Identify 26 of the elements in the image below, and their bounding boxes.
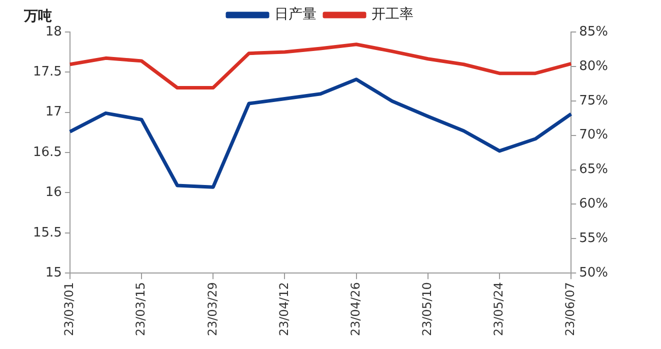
legend-label: 开工率 [372,6,414,23]
y2-tick-label: 55% [579,231,608,246]
x-tick-label: 23/05/10 [420,282,434,336]
y-tick-label: 18 [45,24,62,40]
y2-tick-label: 65% [579,162,608,178]
x-tick-label: 23/04/26 [348,282,362,336]
y2-tick-label: 85% [579,24,608,40]
x-tick-label: 23/03/01 [62,282,76,336]
y2-tick-label: 70% [579,128,608,143]
y2-tick-label: 50% [579,265,608,280]
y-tick-label: 17.5 [32,64,62,80]
legend-label: 日产量 [274,6,316,23]
x-tick-label: 23/03/29 [205,282,220,336]
y2-tick-label: 75% [579,93,608,108]
y2-tick-label: 80% [579,58,608,74]
y-tick-label: 17 [45,104,62,120]
y-tick-label: 15.5 [32,225,62,240]
y-tick-label: 16.5 [32,144,62,160]
y-tick-label: 16 [45,185,62,200]
x-tick-label: 23/03/15 [134,282,148,336]
y-tick-label: 15 [45,265,62,280]
x-tick-label: 23/05/24 [492,282,506,336]
x-tick-label: 23/04/12 [276,282,291,336]
y2-tick-label: 60% [579,196,608,212]
y-axis-title: 万吨 [23,8,52,25]
x-tick-label: 23/06/07 [563,282,578,336]
